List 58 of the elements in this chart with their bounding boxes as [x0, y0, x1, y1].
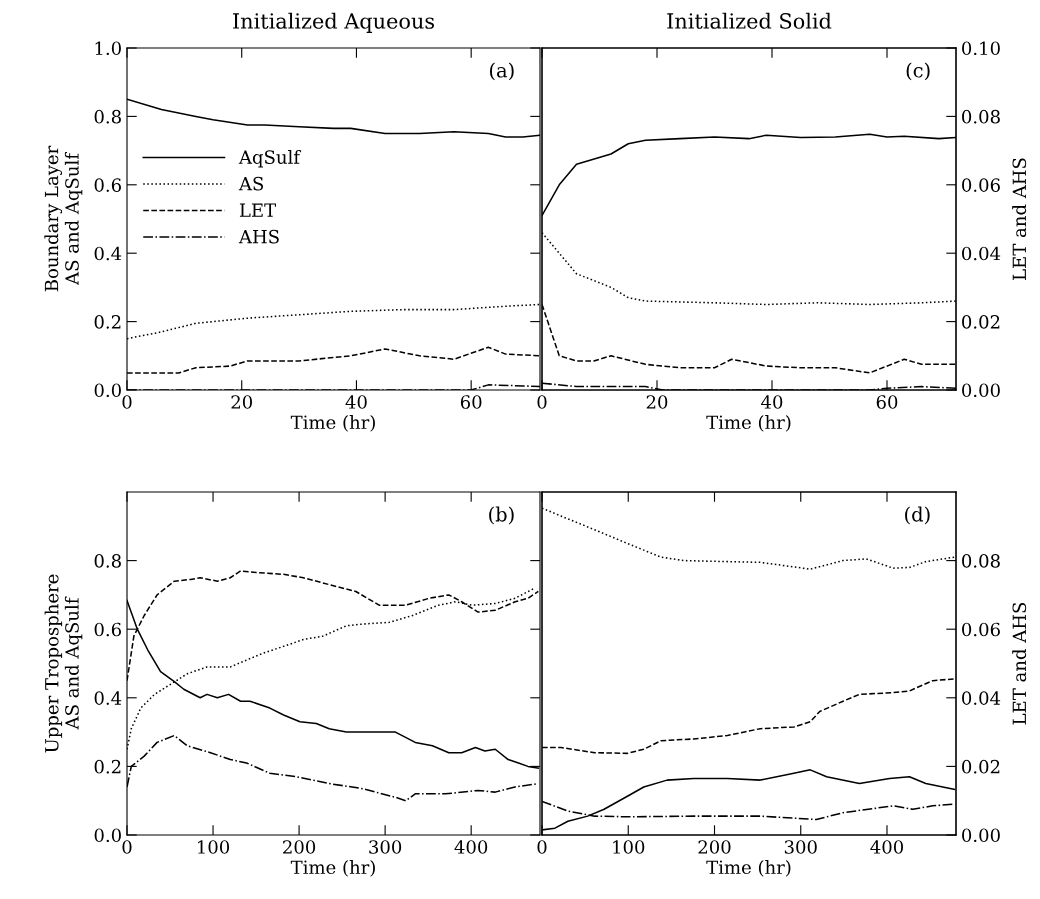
x-tick-label: 60: [460, 395, 482, 409]
y2-tick-label: 0.04: [962, 246, 1001, 261]
legend-label: LET: [239, 203, 276, 217]
y-tick-label: 0.6: [94, 622, 121, 637]
annotation: (b): [489, 506, 514, 525]
x-tick-label: 100: [198, 840, 230, 854]
x-axis-title: Time (hr): [290, 415, 375, 432]
annotation: (c): [906, 62, 930, 81]
x-axis-title: Time (hr): [706, 860, 791, 877]
x-tick-label: 20: [646, 395, 668, 409]
annotation: (d): [905, 506, 930, 525]
x-tick-label: 300: [369, 840, 402, 854]
y-tick-label: 0.4: [94, 691, 122, 705]
chart-title: Initialized Aqueous: [233, 12, 434, 33]
y2-tick-label: 0.00: [962, 828, 1000, 843]
y-tick-label: 0.6: [94, 178, 121, 192]
x-tick-label: 20: [231, 395, 253, 409]
y-tick-label: 0.2: [94, 759, 121, 774]
y2-tick-label: 0.04: [962, 691, 1001, 705]
y2-tick-label: 0.02: [962, 759, 1000, 774]
y-tick-label: 0.0: [94, 828, 121, 843]
x-tick-label: 0: [537, 840, 547, 854]
x-tick-label: 60: [876, 395, 898, 409]
annotation: (a): [489, 62, 514, 81]
y-tick-label: 0.8: [94, 109, 121, 124]
x-axis-title: Time (hr): [706, 415, 791, 432]
y2-axis-title: LET and AHS: [1012, 602, 1027, 725]
legend-label: AS: [238, 176, 264, 191]
x-tick-label: 0: [537, 395, 547, 409]
y2-tick-label: 0.10: [962, 41, 1000, 56]
y2-tick-label: 0.02: [962, 315, 1000, 329]
x-tick-label: 0: [122, 840, 132, 854]
y2-tick-label: 0.06: [962, 178, 1000, 192]
x-tick-label: 200: [283, 840, 316, 854]
x-tick-label: 300: [784, 840, 817, 854]
legend-label: AHS: [238, 229, 279, 244]
y-axis-title: Boundary Layer AS and AqSulf: [44, 145, 83, 292]
x-tick-label: 400: [870, 840, 904, 854]
x-tick-label: 0: [122, 395, 132, 409]
x-tick-label: 200: [698, 840, 731, 854]
y-tick-label: 0.0: [94, 383, 121, 398]
x-tick-label: 400: [454, 840, 488, 854]
y-tick-label: 0.8: [94, 554, 121, 568]
x-tick-label: 40: [761, 395, 783, 409]
y2-tick-label: 0.08: [962, 554, 1000, 568]
x-tick-label: 100: [613, 840, 645, 854]
y-tick-label: 0.2: [94, 315, 121, 329]
legend-label: AqSulf: [238, 149, 302, 168]
y2-tick-label: 0.00: [962, 383, 1000, 398]
y-axis-title: Upper Troposphere AS and AqSulf: [44, 574, 83, 753]
x-axis-title: Time (hr): [290, 860, 375, 877]
y2-axis-title: LET and AHS: [1012, 158, 1027, 280]
y2-tick-label: 0.06: [962, 622, 1000, 637]
x-tick-label: 40: [345, 395, 367, 409]
y-tick-label: 0.4: [94, 246, 122, 261]
y2-tick-label: 0.08: [962, 109, 1000, 124]
y-tick-label: 1.0: [95, 41, 121, 56]
chart-title: Initialized Solid: [667, 12, 832, 29]
